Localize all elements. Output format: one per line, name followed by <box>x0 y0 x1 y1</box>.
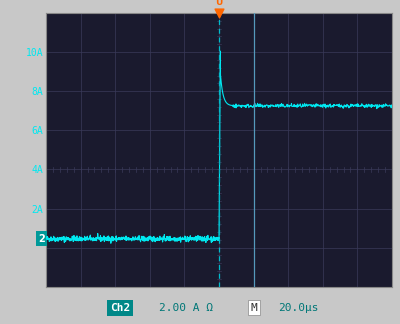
Text: 2.00 A Ω: 2.00 A Ω <box>159 303 213 313</box>
Point <box>216 10 222 16</box>
Text: ◄: ◄ <box>0 323 1 324</box>
Text: U: U <box>215 0 223 7</box>
Text: Ch2: Ch2 <box>110 303 130 313</box>
Text: 2: 2 <box>38 234 45 244</box>
Text: 20.0μs: 20.0μs <box>278 303 318 313</box>
Text: M: M <box>251 303 257 313</box>
